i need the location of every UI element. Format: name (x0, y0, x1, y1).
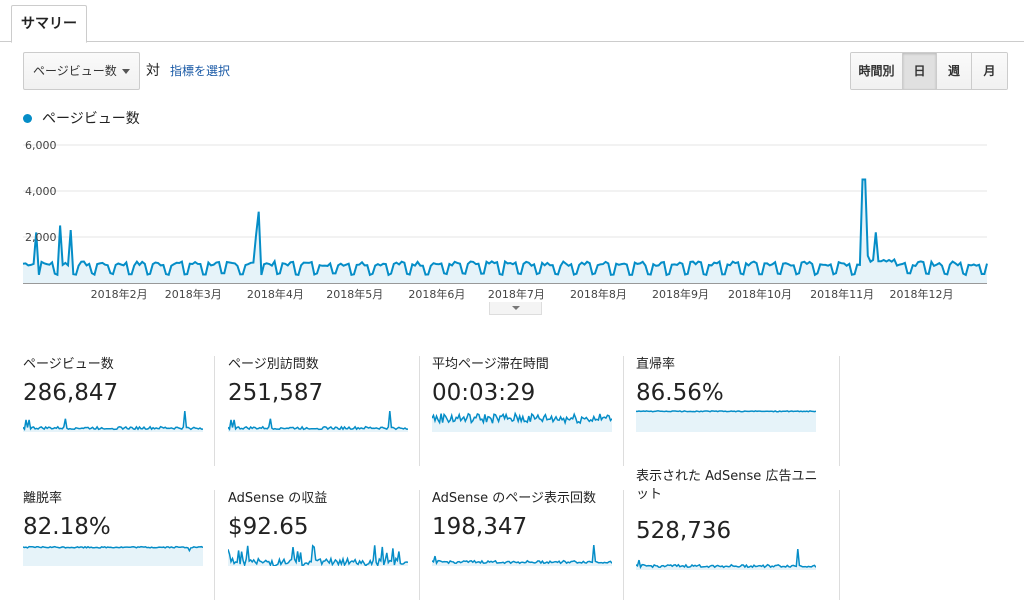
select-metric-link[interactable]: 指標を選択 (170, 64, 231, 78)
metric-value: $92.65 (228, 514, 309, 540)
legend-dot-icon (23, 113, 32, 123)
metric-select-value: ページビュー数 (33, 64, 117, 78)
sparkline-line (432, 545, 612, 566)
y-tick-label: 4,000 (25, 185, 57, 198)
metric-value: 82.18% (23, 514, 111, 540)
chart-legend: ページビュー数 (23, 108, 140, 128)
x-tick-label: 2018年2月 (91, 287, 148, 301)
series-line-pageviews (22, 178, 988, 277)
metric-label: AdSense のページ表示回数 (432, 491, 597, 506)
period-hourly-button[interactable]: 時間別 (851, 53, 903, 89)
metric-card[interactable]: ページビュー数 286,847 (23, 356, 215, 466)
y-tick-label: 6,000 (25, 139, 57, 152)
chevron-down-icon (122, 69, 130, 74)
vs-label: 対 (146, 63, 160, 79)
metric-sparkline (432, 545, 612, 566)
legend-series-name: ページビュー数 (42, 111, 140, 127)
period-month-button[interactable]: 月 (972, 53, 1007, 89)
metric-label: AdSense の収益 (228, 491, 328, 506)
metric-label: 平均ページ滞在時間 (432, 357, 549, 372)
sparkline-line (23, 411, 203, 432)
sparkline-area (636, 410, 816, 432)
sparkline-line (228, 411, 408, 432)
x-tick-label: 2018年6月 (408, 287, 465, 301)
x-tick-label: 2018年8月 (570, 287, 627, 301)
metric-sparkline (23, 545, 203, 566)
main-line-chart: 2,000 4,000 6,000 2018年2月 2018年3月 2018年4月 2018… (22, 139, 988, 301)
metric-value: 86.56% (636, 380, 724, 406)
metric-sparkline (636, 549, 816, 570)
metric-select[interactable]: ページビュー数 (23, 52, 140, 90)
sparkline-area (228, 545, 408, 566)
sparkline-line (228, 544, 408, 566)
sparkline-line (636, 410, 816, 413)
x-tick-label: 2018年9月 (652, 287, 709, 301)
metric-value: 286,847 (23, 380, 119, 406)
metric-sparkline (228, 544, 408, 566)
x-tick-label: 2018年7月 (488, 287, 545, 301)
metric-value: 198,347 (432, 514, 528, 540)
x-tick-label: 2018年3月 (165, 287, 222, 301)
metric-value: 251,587 (228, 380, 324, 406)
period-week-button[interactable]: 週 (937, 53, 972, 89)
metric-card[interactable]: 直帰率 86.56% (636, 356, 840, 466)
tab-bar: サマリー (0, 0, 1024, 43)
metric-card[interactable]: 平均ページ滞在時間 00:03:29 (432, 356, 624, 466)
metric-sparkline (432, 411, 612, 432)
metric-sparkline (23, 411, 203, 432)
y-tick-label: 2,000 (25, 231, 57, 244)
metric-sparkline (228, 411, 408, 432)
metric-card[interactable]: AdSense の収益 $92.65 (228, 490, 420, 600)
x-tick-label: 2018年12月 (890, 287, 954, 301)
metric-label: 表示された AdSense 広告ユニット (636, 469, 818, 502)
metric-value: 00:03:29 (432, 380, 536, 406)
metric-label: ページビュー数 (23, 357, 114, 372)
tab-summary[interactable]: サマリー (11, 5, 87, 43)
metric-value: 528,736 (636, 518, 732, 544)
x-tick-label: 2018年10月 (728, 287, 792, 301)
x-tick-label: 2018年11月 (810, 287, 874, 301)
metric-card[interactable]: 表示された AdSense 広告ユニット 528,736 (636, 469, 840, 600)
x-tick-label: 2018年4月 (247, 287, 304, 301)
metric-label: ページ別訪問数 (228, 357, 319, 372)
sparkline-area (23, 546, 203, 566)
series-area (23, 179, 987, 283)
metric-card[interactable]: ページ別訪問数 251,587 (228, 356, 420, 466)
metric-card[interactable]: 離脱率 82.18% (23, 490, 215, 600)
x-tick-label: 2018年5月 (326, 287, 383, 301)
metric-label: 離脱率 (23, 491, 63, 506)
period-toggle-group: 時間別 日 週 月 (850, 52, 1008, 90)
sparkline-line (636, 549, 816, 570)
metric-sparkline (636, 410, 816, 432)
sparkline-line (432, 411, 612, 426)
metric-label: 直帰率 (636, 357, 676, 372)
period-day-button[interactable]: 日 (903, 53, 937, 89)
chart-collapse-handle[interactable] (489, 302, 542, 315)
metric-card[interactable]: AdSense のページ表示回数 198,347 (432, 490, 624, 600)
sparkline-line (23, 545, 203, 553)
